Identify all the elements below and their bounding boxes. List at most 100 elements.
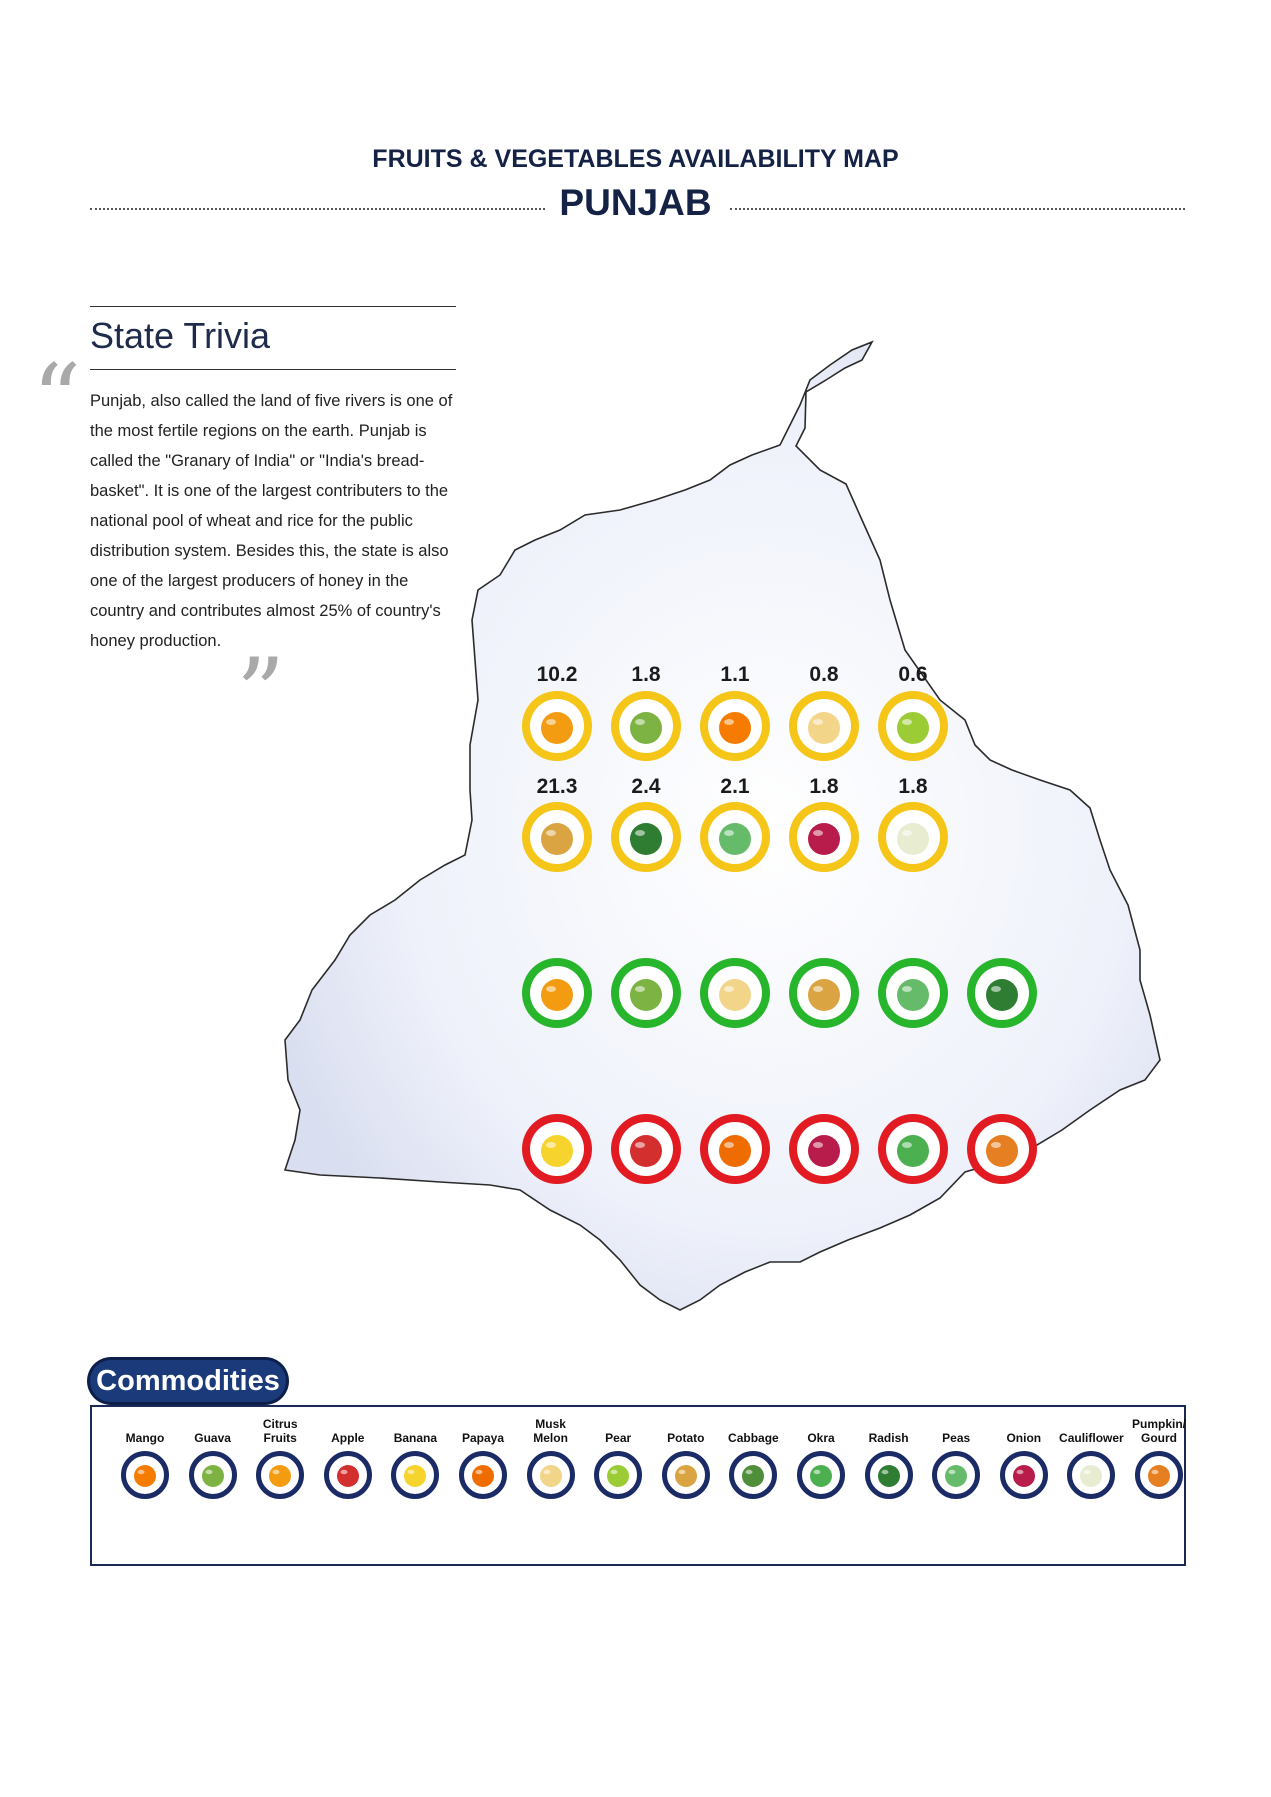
marker-papaya-icon [700, 1114, 770, 1184]
value-label: 2.4 [631, 775, 661, 798]
commodity-potato: Potato [652, 1417, 720, 1499]
marker-peas-icon [878, 958, 948, 1028]
commodity-label: Potato [667, 1431, 705, 1445]
marker-fruit [719, 1135, 751, 1167]
commodity-citrus-fruits: Citrus Fruits [246, 1417, 314, 1499]
marker-fruit [808, 979, 840, 1011]
marker-musk-melon-icon [700, 958, 770, 1028]
marker-highlight [546, 1142, 556, 1148]
marker-fruit [808, 823, 840, 855]
title-divider-left [90, 208, 545, 210]
value-label: 2.1 [720, 775, 750, 798]
commodity-papaya: Papaya [449, 1417, 517, 1499]
marker-banana-icon [522, 1114, 592, 1184]
marker-highlight [813, 1142, 823, 1148]
guava-icon [188, 1451, 237, 1499]
citrus-fruits-icon [256, 1451, 305, 1499]
marker-guava-icon [611, 691, 681, 761]
marker-cauliflower-icon [878, 802, 948, 872]
marker-pear-icon [878, 691, 948, 761]
commodity-label: Mango [125, 1431, 165, 1445]
commodity-okra: Okra [787, 1417, 855, 1499]
value-label: 0.6 [898, 663, 927, 686]
marker-fruit [541, 823, 573, 855]
trivia-heading: State Trivia [90, 315, 271, 356]
marker-highlight [902, 719, 912, 725]
commodity-radish: Radish [855, 1417, 923, 1499]
commodity-pumpkin-gourd: Pumpkin/ Gourd [1125, 1417, 1193, 1499]
commodity-onion: Onion [990, 1417, 1058, 1499]
commodity-label: Cabbage [728, 1431, 779, 1445]
value-label: 1.1 [720, 663, 750, 686]
marker-fruit [897, 823, 929, 855]
commodity-label: Pumpkin/ Gourd [1131, 1417, 1186, 1445]
close-quote-icon: ” [236, 638, 286, 750]
marker-fruit [719, 979, 751, 1011]
marker-musk-melon-icon [789, 691, 859, 761]
trivia-text: Punjab, also called the land of five riv… [90, 392, 453, 650]
marker-potato-icon [522, 802, 592, 872]
marker-highlight [724, 1142, 734, 1148]
value-label: 1.8 [809, 775, 839, 798]
marker-apple-icon [611, 1114, 681, 1184]
marker-highlight [991, 1142, 1001, 1148]
marker-highlight [813, 830, 823, 836]
marker-highlight [724, 719, 734, 725]
marker-mango-icon [700, 691, 770, 761]
marker-highlight [546, 719, 556, 725]
commodity-label: Onion [1006, 1431, 1042, 1445]
marker-highlight [546, 830, 556, 836]
marker-fruit [541, 1135, 573, 1167]
marker-citrus-fruits-icon [522, 958, 592, 1028]
marker-radish-icon [967, 958, 1037, 1028]
marker-pumpkin-gourd-icon [967, 1114, 1037, 1184]
marker-fruit [897, 712, 929, 744]
marker-fruit [541, 712, 573, 744]
trivia-rule-bottom [90, 369, 456, 370]
commodity-label: Pear [605, 1431, 632, 1445]
potato-icon [661, 1451, 710, 1499]
musk-melon-icon [526, 1451, 575, 1499]
commodity-label: Papaya [461, 1431, 505, 1445]
commodity-apple: Apple [314, 1417, 382, 1499]
commodity-pear: Pear [584, 1417, 652, 1499]
marker-highlight [902, 1142, 912, 1148]
cauliflower-icon [1067, 1451, 1116, 1499]
marker-highlight [724, 830, 734, 836]
commodity-peas: Peas [922, 1417, 990, 1499]
commodity-label: Banana [393, 1431, 438, 1445]
value-label: 0.8 [809, 663, 839, 686]
marker-fruit [986, 1135, 1018, 1167]
marker-fruit [630, 712, 662, 744]
marker-fruit [719, 823, 751, 855]
marker-onion-icon [789, 802, 859, 872]
marker-fruit [897, 979, 929, 1011]
marker-peas-icon [700, 802, 770, 872]
marker-highlight [635, 719, 645, 725]
open-quote-icon: “ [32, 344, 82, 456]
marker-fruit [630, 1135, 662, 1167]
marker-highlight [724, 986, 734, 992]
commodity-cabbage: Cabbage [719, 1417, 787, 1499]
marker-highlight [635, 830, 645, 836]
papaya-icon [459, 1451, 507, 1499]
commodity-guava: Guava [179, 1417, 247, 1499]
marker-highlight [813, 986, 823, 992]
okra-icon [797, 1451, 845, 1499]
commodity-label: Okra [807, 1431, 835, 1445]
commodity-label: Peas [942, 1431, 971, 1445]
marker-fruit [897, 1135, 929, 1167]
marker-fruit [541, 979, 573, 1011]
commodity-mango: Mango [111, 1417, 179, 1499]
commodity-label: Musk Melon [533, 1417, 568, 1445]
mango-icon [121, 1451, 169, 1499]
commodity-label: Citrus Fruits [262, 1417, 298, 1445]
marker-fruit [986, 979, 1018, 1011]
marker-onion-icon [789, 1114, 859, 1184]
onion-icon [999, 1451, 1048, 1499]
value-label: 21.3 [537, 775, 578, 798]
value-label: 1.8 [898, 775, 928, 798]
marker-highlight [902, 986, 912, 992]
marker-highlight [635, 1142, 645, 1148]
